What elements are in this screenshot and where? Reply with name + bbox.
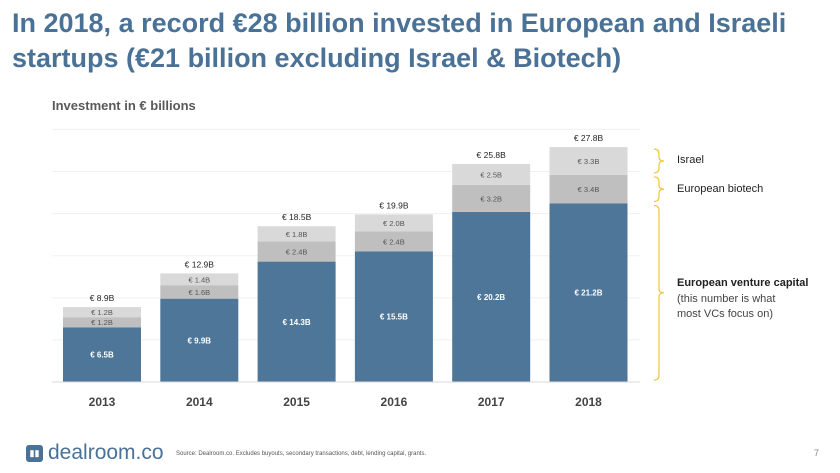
data-label: € 21.2B [574, 289, 602, 298]
x-tick-label: 2016 [381, 395, 408, 409]
brace-israel [653, 148, 665, 174]
bar-segment-european-venture-capital [549, 203, 628, 382]
legend-vc-note: (this number is what most VCs focus on) [677, 293, 776, 320]
bar-segment-european-biotech [452, 184, 531, 212]
data-label: € 2.0B [383, 219, 405, 228]
total-label: € 27.8B [574, 133, 604, 143]
x-tick-label: 2013 [89, 395, 116, 409]
bar-segment-european-biotech [257, 241, 336, 262]
data-label: € 2.4B [286, 247, 308, 256]
legend-biotech: European biotech [677, 183, 764, 195]
data-label: € 20.2B [477, 293, 505, 302]
total-label: € 18.5B [282, 212, 312, 222]
x-tick-label: 2014 [186, 395, 213, 409]
data-label: € 1.2B [91, 318, 113, 327]
dealroom-logo: ▮▮ dealroom.co [26, 441, 164, 465]
bar-segment-israel [452, 163, 531, 185]
x-tick-label: 2018 [575, 395, 602, 409]
bar-segment-israel [549, 147, 628, 175]
total-label: € 19.9B [379, 200, 409, 210]
data-label: € 9.9B [188, 336, 212, 345]
bar-segment-european-venture-capital [63, 327, 141, 382]
chart-logo-icon: ▮▮ [26, 444, 43, 462]
bar-segment-european-venture-capital [257, 261, 336, 382]
bar-segment-israel [257, 226, 336, 242]
data-label: € 3.2B [480, 194, 502, 203]
data-label: € 15.5B [380, 313, 408, 322]
bar-segment-israel [63, 307, 141, 318]
page-number: 7 [814, 448, 820, 458]
bar-segment-israel [354, 214, 433, 232]
total-label: € 12.9B [185, 259, 215, 269]
bar-segment-european-biotech [160, 285, 239, 299]
bar-segment-european-biotech [549, 174, 628, 204]
data-label: € 14.3B [283, 318, 311, 327]
data-label: € 1.2B [91, 308, 113, 317]
x-tick-label: 2015 [283, 395, 310, 409]
legend-israel: Israel [677, 154, 704, 166]
data-label: € 1.6B [188, 288, 210, 297]
brace-biotech [653, 176, 665, 203]
total-label: € 25.8B [477, 150, 507, 160]
data-label: € 3.3B [578, 157, 600, 166]
slide-title: In 2018, a record €28 billion invested i… [12, 8, 787, 73]
bar-segment-european-biotech [354, 231, 433, 252]
data-label: € 3.4B [578, 185, 600, 194]
total-label: € 8.9B [90, 293, 115, 303]
source-note: Source: Dealroom.co. Excludes buyouts, s… [176, 451, 427, 457]
data-label: € 2.4B [383, 237, 405, 246]
data-label: € 1.8B [286, 230, 308, 239]
bar-segment-european-venture-capital [160, 298, 239, 382]
brace-vc [653, 204, 665, 381]
legend-vc: European venture capital [677, 277, 809, 289]
data-label: € 2.5B [480, 170, 502, 179]
data-label: € 1.4B [188, 275, 210, 284]
chart-title: Investment in € billions [52, 98, 196, 113]
bar-segment-european-venture-capital [354, 251, 433, 382]
bar-segment-european-biotech [63, 317, 141, 328]
bar-segment-european-venture-capital [452, 211, 531, 382]
x-tick-label: 2017 [478, 395, 505, 409]
logo-text: dealroom.co [48, 441, 164, 464]
bar-segment-israel [160, 273, 239, 286]
data-label: € 6.5B [90, 351, 114, 360]
